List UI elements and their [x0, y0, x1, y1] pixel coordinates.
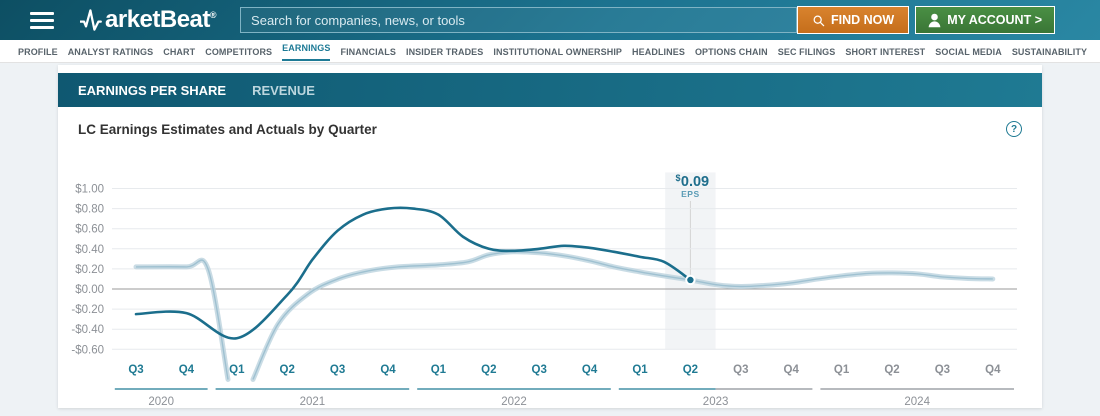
svg-text:Q3: Q3 [330, 364, 345, 376]
svg-text:Q3: Q3 [733, 364, 748, 376]
svg-text:Q1: Q1 [834, 364, 850, 376]
svg-text:Q2: Q2 [481, 364, 496, 376]
svg-text:2024: 2024 [904, 396, 930, 408]
svg-text:2023: 2023 [703, 396, 729, 408]
svg-text:$0.00: $0.00 [75, 284, 104, 296]
svg-text:Q3: Q3 [935, 364, 950, 376]
svg-text:$0.60: $0.60 [75, 224, 104, 236]
svg-text:2021: 2021 [300, 396, 326, 408]
svg-text:-$0.60: -$0.60 [71, 344, 104, 356]
svg-text:0.09: 0.09 [681, 174, 709, 190]
svg-text:2020: 2020 [148, 396, 174, 408]
svg-text:$: $ [675, 173, 680, 183]
svg-text:$0.80: $0.80 [75, 204, 104, 216]
svg-text:Q3: Q3 [128, 364, 143, 376]
svg-text:Q4: Q4 [582, 364, 598, 376]
svg-text:Q4: Q4 [985, 364, 1001, 376]
svg-text:Q4: Q4 [179, 364, 195, 376]
svg-text:Q2: Q2 [884, 364, 899, 376]
svg-text:EPS: EPS [681, 189, 700, 199]
svg-text:$0.40: $0.40 [75, 244, 104, 256]
svg-text:Q2: Q2 [280, 364, 295, 376]
svg-text:$1.00: $1.00 [75, 184, 104, 196]
svg-text:Q4: Q4 [380, 364, 396, 376]
svg-text:Q1: Q1 [229, 364, 245, 376]
svg-text:Q4: Q4 [784, 364, 800, 376]
svg-text:Q1: Q1 [431, 364, 447, 376]
svg-text:Q3: Q3 [532, 364, 547, 376]
svg-text:2022: 2022 [501, 396, 527, 408]
svg-text:Q1: Q1 [632, 364, 648, 376]
svg-text:-$0.20: -$0.20 [71, 304, 104, 316]
svg-text:$0.20: $0.20 [75, 264, 104, 276]
svg-text:Q2: Q2 [683, 364, 698, 376]
svg-text:-$0.40: -$0.40 [71, 324, 104, 336]
